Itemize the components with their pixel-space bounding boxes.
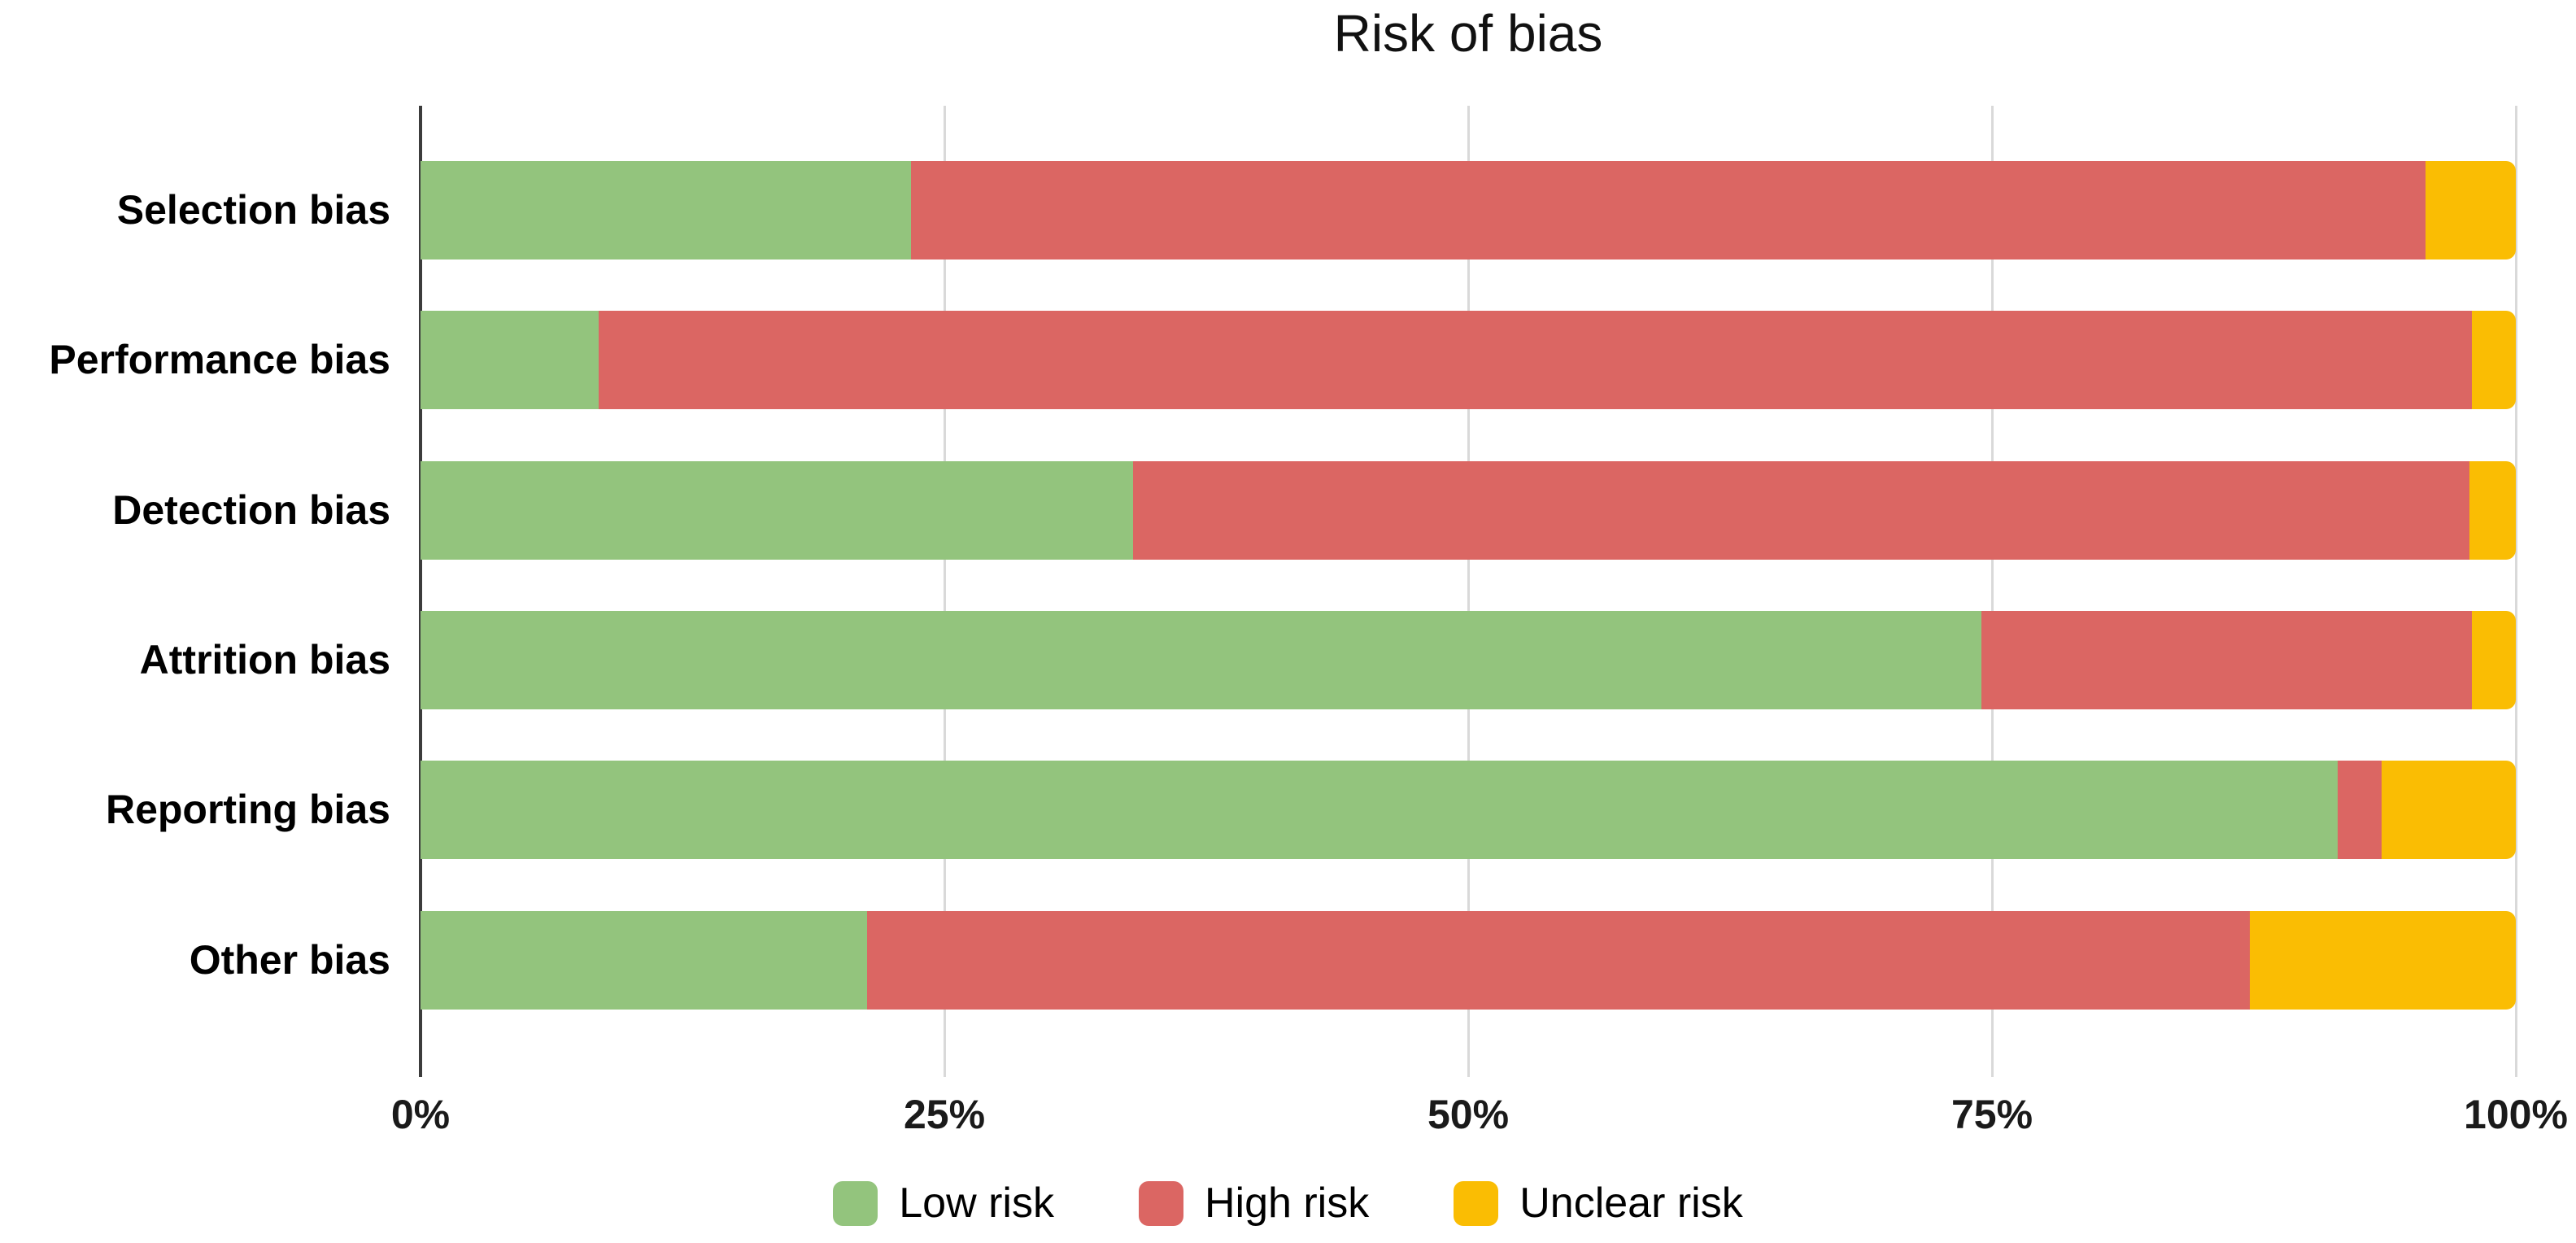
- bar-segment-high-risk: [910, 161, 2426, 260]
- gridline-100%: [2514, 106, 2517, 1077]
- category-label-selection-bias: Selection bias: [116, 187, 390, 233]
- gridline-25%: [943, 106, 946, 1077]
- bar-segment-high-risk: [2338, 761, 2382, 860]
- x-tick-label-75%: 75%: [1951, 1092, 2033, 1137]
- y-axis-line: [419, 106, 422, 1077]
- x-tick-label-0%: 0%: [390, 1092, 451, 1137]
- bar-row-attrition-bias: [421, 610, 2516, 709]
- legend-swatch-high-risk: [1138, 1181, 1183, 1226]
- bar-row-other-bias: [421, 910, 2516, 1010]
- category-label-performance-bias: Performance bias: [49, 337, 390, 383]
- bar-segment-unclear-risk: [2382, 761, 2516, 860]
- category-label-detection-bias: Detection bias: [112, 486, 390, 533]
- category-label-other-bias: Other bias: [189, 936, 390, 983]
- bar-segment-unclear-risk: [2426, 161, 2516, 260]
- bar-segment-low-risk: [421, 910, 867, 1010]
- bar-segment-unclear-risk: [2249, 910, 2516, 1010]
- bar-segment-low-risk: [421, 161, 911, 260]
- legend-swatch-low-risk: [833, 1181, 878, 1226]
- legend-label: Low risk: [899, 1180, 1054, 1227]
- bar-segment-low-risk: [421, 311, 599, 410]
- x-tick-label-25%: 25%: [903, 1092, 986, 1137]
- bar-segment-high-risk: [866, 910, 2250, 1010]
- legend-swatch-unclear-risk: [1454, 1181, 1499, 1226]
- bar-row-performance-bias: [421, 311, 2516, 410]
- bar-segment-high-risk: [1981, 610, 2472, 709]
- bar-row-detection-bias: [421, 460, 2516, 560]
- legend-label: Unclear risk: [1519, 1180, 1743, 1227]
- bar-segment-unclear-risk: [2471, 610, 2516, 709]
- legend-label: High risk: [1204, 1180, 1370, 1227]
- bar-segment-low-risk: [421, 610, 1982, 709]
- gridline-75%: [1990, 106, 1994, 1077]
- legend-item-low-risk: Low risk: [833, 1181, 1054, 1226]
- bar-row-reporting-bias: [421, 761, 2516, 860]
- category-label-attrition-bias: Attrition bias: [139, 636, 390, 683]
- bar-segment-unclear-risk: [2471, 311, 2516, 410]
- gridline-50%: [1467, 106, 1470, 1077]
- bar-row-selection-bias: [421, 161, 2516, 260]
- category-label-reporting-bias: Reporting bias: [105, 787, 390, 833]
- x-tick-label-50%: 50%: [1427, 1092, 1510, 1137]
- x-tick-label-100%: 100%: [2464, 1092, 2568, 1137]
- bar-segment-low-risk: [421, 460, 1133, 560]
- chart-legend: Low risk High risk Unclear risk: [0, 1181, 2576, 1226]
- legend-item-high-risk: High risk: [1138, 1180, 1370, 1227]
- legend-item-unclear-risk: Unclear risk: [1454, 1181, 1743, 1226]
- bar-segment-low-risk: [421, 761, 2338, 860]
- bar-segment-high-risk: [598, 311, 2472, 410]
- bar-segment-unclear-risk: [2469, 460, 2516, 560]
- bar-segment-high-risk: [1132, 460, 2470, 560]
- chart-title: Risk of bias: [1333, 4, 1603, 63]
